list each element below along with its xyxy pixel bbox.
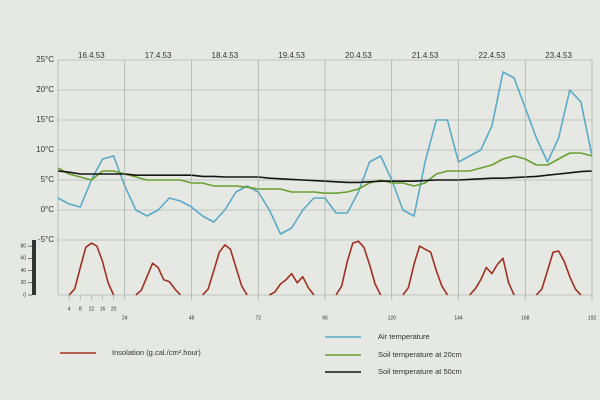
x-tick-label: 8 bbox=[79, 306, 82, 312]
x-tick-label: 20.4.53 bbox=[345, 51, 372, 60]
x-tick-label: 72 bbox=[255, 315, 261, 321]
x-tick-label: 21.4.53 bbox=[412, 51, 439, 60]
x-tick-label: 96 bbox=[322, 315, 328, 321]
legend-label: Air temperature bbox=[378, 332, 430, 341]
x-tick-label: 120 bbox=[388, 315, 397, 321]
x-tick-label: 48 bbox=[189, 315, 195, 321]
y-tick-label: 20°C bbox=[36, 85, 54, 94]
y-tick-label: 10°C bbox=[36, 145, 54, 154]
y-tick-label: 20 bbox=[20, 280, 26, 286]
scale-bar bbox=[32, 240, 36, 295]
y-tick-label: -5°C bbox=[38, 235, 54, 244]
x-tick-label: 18.4.53 bbox=[212, 51, 239, 60]
x-tick-label: 19.4.53 bbox=[278, 51, 305, 60]
x-tick-label: 17.4.53 bbox=[145, 51, 172, 60]
x-tick-label: 24 bbox=[122, 315, 128, 321]
x-tick-label: 23.4.53 bbox=[545, 51, 572, 60]
x-tick-label: 22.4.53 bbox=[479, 51, 506, 60]
y-tick-label: 15°C bbox=[36, 115, 54, 124]
y-tick-label: 40 bbox=[20, 268, 26, 274]
legend-label: Soil temperature at 20cm bbox=[378, 350, 462, 359]
y-tick-label: 5°C bbox=[41, 175, 55, 184]
x-tick-label: 144 bbox=[454, 315, 463, 321]
x-tick-label: 20 bbox=[111, 306, 117, 312]
y-tick-label: 0 bbox=[23, 292, 26, 298]
x-tick-label: 168 bbox=[521, 315, 530, 321]
x-tick-label: 16.4.53 bbox=[78, 51, 105, 60]
x-tick-label: 16 bbox=[100, 306, 106, 312]
x-tick-label: 4 bbox=[68, 306, 71, 312]
y-tick-label: 25°C bbox=[36, 55, 54, 64]
legend-label: Insolation (g.cal./cm².hour) bbox=[112, 348, 201, 357]
y-tick-label: 0°C bbox=[41, 205, 55, 214]
y-tick-label: 60 bbox=[20, 256, 26, 262]
series-line bbox=[68, 240, 582, 296]
y-tick-label: 80 bbox=[20, 243, 26, 249]
x-tick-label: 192 bbox=[588, 315, 597, 321]
x-tick-label: 12 bbox=[89, 306, 95, 312]
legend-label: Soil temperature at 50cm bbox=[378, 367, 462, 376]
